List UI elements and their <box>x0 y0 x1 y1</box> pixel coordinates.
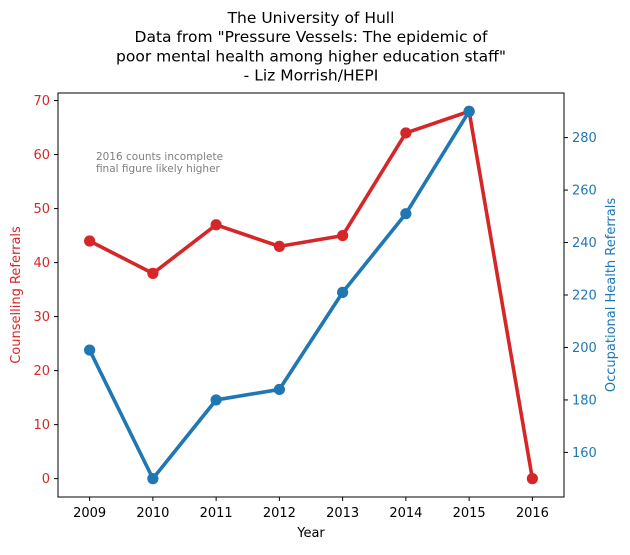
y-left-tick-label: 60 <box>33 148 50 163</box>
annotation-line: final figure likely higher <box>96 163 221 175</box>
series-line-left <box>87 109 535 481</box>
x-tick-label: 2009 <box>73 506 106 521</box>
y-right-tick-label: 260 <box>572 184 597 199</box>
y-right-tick-label: 200 <box>572 341 597 356</box>
x-tick-label: 2016 <box>516 506 549 521</box>
y-left-tick-label: 30 <box>33 310 50 325</box>
x-tick-label: 2011 <box>200 506 233 521</box>
data-point-left <box>526 473 538 485</box>
y-left-tick-label: 40 <box>33 256 50 271</box>
y-left-axis-label: Counselling Referrals <box>9 226 24 364</box>
data-point-left <box>147 267 159 279</box>
data-point-right <box>147 473 159 485</box>
data-point-right <box>210 394 222 406</box>
title-line: poor mental health among higher educatio… <box>116 47 506 65</box>
title-line: - Liz Morrish/HEPI <box>244 67 379 85</box>
y-right-tick-label: 220 <box>572 289 597 304</box>
x-tick-label: 2015 <box>453 506 486 521</box>
y-left-tick-label: 70 <box>33 94 50 109</box>
data-point-left <box>273 240 285 252</box>
data-point-right <box>463 105 475 117</box>
y-left-tick-label: 20 <box>33 364 50 379</box>
x-tick-label: 2012 <box>263 506 296 521</box>
x-tick-label: 2010 <box>136 506 169 521</box>
data-point-left <box>337 229 349 242</box>
data-point-right <box>273 383 285 396</box>
data-point-left <box>210 219 222 231</box>
data-point-left <box>400 127 412 139</box>
y-right-axis-label: Occupational Health Referrals <box>604 198 619 392</box>
y-right-tick-label: 280 <box>572 131 597 146</box>
series-group <box>84 105 538 485</box>
x-axis: 2009 2010 2011 2012 2013 2014 2015 2016 Year <box>73 497 549 541</box>
y-left-tick-label: 50 <box>33 202 50 217</box>
x-tick-label: 2013 <box>326 506 359 521</box>
data-point-right <box>84 344 96 356</box>
x-tick-label: 2014 <box>389 506 422 521</box>
y-right-tick-label: 240 <box>572 236 597 251</box>
data-point-left <box>84 235 96 247</box>
y-left-tick-label: 10 <box>33 418 50 433</box>
title-line: The University of Hull <box>227 9 395 27</box>
data-point-right <box>337 286 349 298</box>
data-point-right <box>400 208 412 220</box>
y-axis-left: 0 10 20 30 40 50 60 70 Counselling Referrals <box>9 94 58 487</box>
y-left-tick-label: 0 <box>42 472 50 487</box>
y-right-tick-label: 180 <box>572 393 597 408</box>
title-line: Data from "Pressure Vessels: The epidemi… <box>135 28 488 46</box>
y-right-tick-label: 160 <box>572 446 597 461</box>
annotation-line: 2016 counts incomplete <box>96 151 223 163</box>
x-axis-label: Year <box>296 526 325 541</box>
y-axis-right: 160 180 200 220 240 260 280 Occupational Health… <box>564 131 619 461</box>
